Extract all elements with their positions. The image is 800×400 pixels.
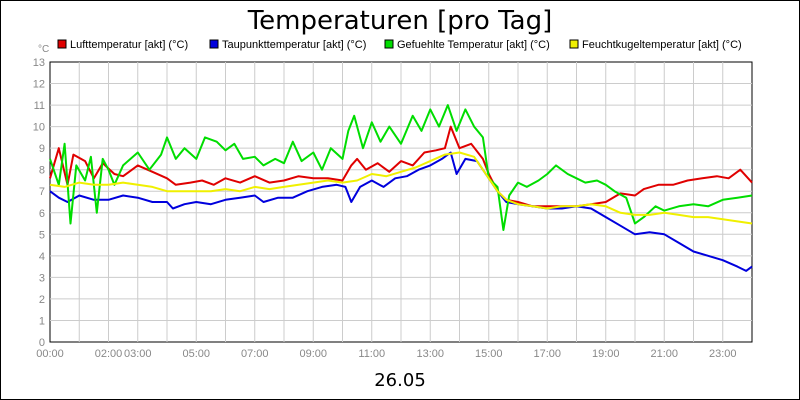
legend: Lufttemperatur [akt] (°C) Taupunkttempera… [57,39,742,51]
x-tick-label: 09:00 [299,348,327,360]
y-tick-label: 6 [39,208,45,220]
y-tick-label: 4 [39,251,45,263]
y-tick-label: 10 [33,122,45,134]
y-tick-label: 3 [39,272,45,284]
legend-item-1: Lufttemperatur [akt] (°C) [57,39,188,51]
x-tick-label: 17:00 [533,348,561,360]
legend-label: Feuchtkugeltemperatur [akt] (°C) [582,39,742,51]
x-tick-label: 05:00 [182,348,210,360]
y-tick-label: 0 [39,337,45,349]
x-axis-date-label: 26.05 [374,370,426,391]
chart-title: Temperaturen [pro Tag] [247,6,553,36]
series-line-1 [49,125,753,208]
legend-item-3: Gefuehlte Temperatur [akt] (°C) [384,39,550,51]
x-axis-ticks: 00:00 02:00 03:00 05:00 07:00 09:00 11:00 13:00… [36,348,736,360]
y-tick-label: 13 [33,57,45,69]
legend-label: Taupunkttemperatur [akt] (°C) [222,39,366,51]
y-tick-label: 1 [39,315,45,327]
legend-swatch [57,39,67,49]
x-tick-label: 00:00 [36,348,64,360]
legend-item-2: Taupunkttemperatur [akt] (°C) [209,39,366,51]
legend-label: Lufttemperatur [akt] (°C) [70,39,188,51]
y-axis-unit: °C [38,44,49,55]
y-tick-label: 5 [39,229,45,241]
x-tick-label: 19:00 [592,348,620,360]
x-tick-label: 02:00 [95,348,123,360]
x-tick-label: 07:00 [241,348,269,360]
series-line-4 [49,151,753,225]
y-tick-label: 2 [39,294,45,306]
x-tick-label: 21:00 [650,348,678,360]
legend-swatch [209,39,219,49]
y-tick-label: 9 [39,143,45,155]
y-tick-label: 11 [34,100,45,112]
legend-swatch [569,39,579,49]
x-tick-label: 23:00 [709,348,737,360]
legend-label: Gefuehlte Temperatur [akt] (°C) [397,39,550,51]
x-tick-label: 15:00 [475,348,503,360]
y-tick-label: 7 [39,186,45,198]
series-line-3 [49,104,753,231]
y-tick-label: 12 [33,79,45,91]
x-tick-label: 11:00 [358,348,385,360]
series-lines [49,104,753,272]
y-tick-label: 8 [39,165,45,177]
legend-swatch [384,39,394,49]
x-tick-label: 13:00 [416,348,444,360]
legend-item-4: Feuchtkugeltemperatur [akt] (°C) [569,39,742,51]
x-tick-label: 03:00 [124,348,152,360]
series-line-2 [49,151,753,272]
